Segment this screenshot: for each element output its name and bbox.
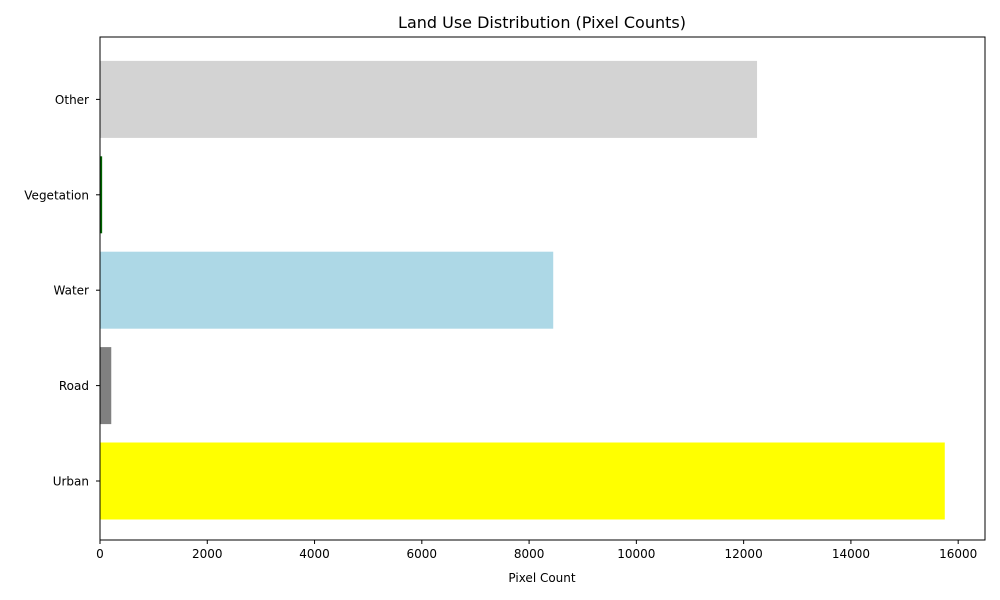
plot-frame <box>99 36 986 541</box>
bar-water <box>100 251 554 329</box>
x-axis-label: Pixel Count <box>508 571 576 585</box>
y-axis-ticks: Urban Road Water Vegetation Other <box>24 93 100 489</box>
x-tick-label: 0 <box>96 547 104 561</box>
y-tick-label-water: Water <box>54 284 90 298</box>
x-axis-ticks: 0 2000 4000 6000 8000 10000 12000 14000 16000 <box>96 540 977 561</box>
x-tick-label: 2000 <box>192 547 223 561</box>
x-tick-label: 10000 <box>617 547 655 561</box>
bars-group <box>100 60 945 520</box>
x-tick-label: 14000 <box>832 547 870 561</box>
x-tick-label: 4000 <box>299 547 330 561</box>
x-tick-label: 16000 <box>939 547 977 561</box>
y-tick-label-urban: Urban <box>53 475 89 489</box>
x-tick-label: 8000 <box>514 547 545 561</box>
bar-urban <box>100 442 945 520</box>
bar-road <box>100 347 112 425</box>
bar-vegetation <box>100 156 103 234</box>
chart-title: Land Use Distribution (Pixel Counts) <box>398 13 686 32</box>
y-tick-label-other: Other <box>55 93 89 107</box>
y-tick-label-road: Road <box>59 379 89 393</box>
x-tick-label: 12000 <box>725 547 763 561</box>
bar-other <box>100 60 758 138</box>
x-tick-label: 6000 <box>407 547 438 561</box>
y-tick-label-vegetation: Vegetation <box>24 188 89 202</box>
